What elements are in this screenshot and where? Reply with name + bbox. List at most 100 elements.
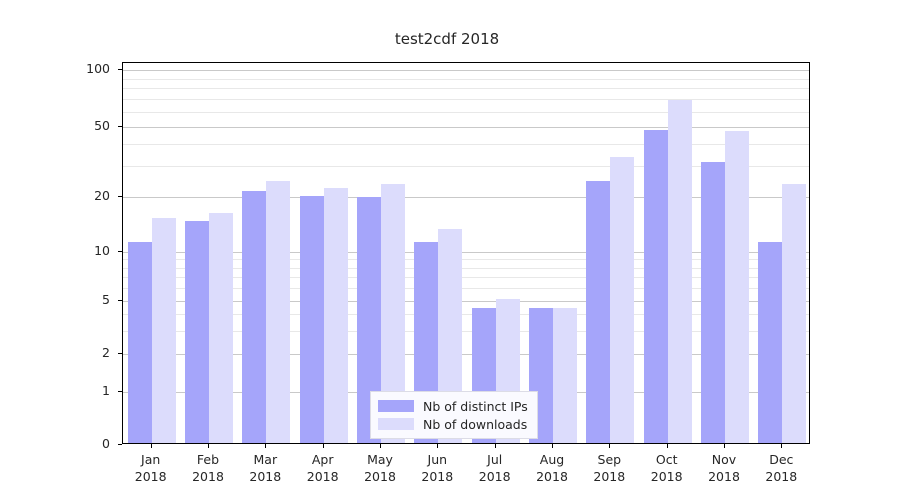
y-tick-mark xyxy=(118,69,122,70)
bar-nov-downloads xyxy=(725,131,749,443)
y-tick-mark xyxy=(118,196,122,197)
x-tick-year: 2018 xyxy=(134,469,167,484)
gridline-major xyxy=(123,252,809,253)
legend-label: Nb of distinct IPs xyxy=(423,398,528,414)
bar-dec-distinct-ips xyxy=(758,242,783,443)
bar-jan-downloads xyxy=(151,217,176,443)
gridline-minor xyxy=(123,313,809,315)
gridline-minor xyxy=(123,277,809,279)
x-tick-label: Jun 2018 xyxy=(402,451,472,485)
x-tick-mark xyxy=(322,444,324,448)
x-tick-label: Apr 2018 xyxy=(288,451,358,485)
x-tick-year: 2018 xyxy=(421,469,454,484)
x-tick-label: Dec 2018 xyxy=(746,451,816,485)
bar-jan-distinct-ips xyxy=(127,242,152,443)
x-tick-mark xyxy=(666,444,668,448)
x-tick-month: Apr xyxy=(311,452,334,467)
x-tick-label: Sep 2018 xyxy=(574,451,644,485)
gridline-major xyxy=(123,354,809,355)
x-tick-year: 2018 xyxy=(364,469,396,484)
x-tick-mark xyxy=(724,444,725,448)
x-tick-year: 2018 xyxy=(249,469,282,484)
gridline-minor xyxy=(123,330,809,332)
x-tick-year: 2018 xyxy=(593,469,626,484)
y-tick-label: 20 xyxy=(94,188,110,203)
y-tick-mark xyxy=(118,353,122,354)
x-tick-month: Nov xyxy=(711,452,737,467)
x-tick-month: Oct xyxy=(655,452,678,467)
x-tick-year: 2018 xyxy=(478,469,511,484)
gridline-major xyxy=(123,197,809,198)
x-tick-label: Mar 2018 xyxy=(230,451,300,485)
gridline-major xyxy=(123,301,809,302)
x-tick-label: Feb 2018 xyxy=(173,451,243,485)
x-tick-month: Feb xyxy=(196,452,220,467)
bar-nov-distinct-ips xyxy=(701,161,725,443)
bar-feb-downloads xyxy=(209,212,233,443)
x-tick-month: Mar xyxy=(253,452,278,467)
chart-legend: Nb of distinct IPs Nb of downloads xyxy=(370,391,538,439)
y-tick-mark xyxy=(118,126,122,127)
x-tick-label: Nov 2018 xyxy=(689,451,759,485)
y-tick-label: 50 xyxy=(94,118,110,133)
x-tick-mark xyxy=(150,444,152,448)
y-tick-mark xyxy=(118,444,122,445)
gridline-minor xyxy=(123,259,809,261)
x-tick-label: Oct 2018 xyxy=(632,451,702,485)
x-tick-month: Jul xyxy=(487,452,503,467)
legend-label: Nb of downloads xyxy=(423,416,528,432)
gridline-major xyxy=(123,70,809,71)
legend-item-distinct-ips: Nb of distinct IPs xyxy=(378,397,528,415)
x-tick-month: Aug xyxy=(539,452,565,467)
y-tick-mark xyxy=(118,251,122,252)
bar-mar-distinct-ips xyxy=(242,191,267,443)
x-tick-year: 2018 xyxy=(708,469,740,484)
bar-sep-distinct-ips xyxy=(586,181,611,443)
x-tick-label: May 2018 xyxy=(345,451,415,485)
x-tick-mark xyxy=(781,444,783,448)
x-tick-year: 2018 xyxy=(536,469,568,484)
gridline-major xyxy=(123,127,809,128)
gridline-minor xyxy=(123,88,809,90)
y-tick-label: 0 xyxy=(102,436,110,451)
x-tick-year: 2018 xyxy=(765,469,798,484)
bar-feb-distinct-ips xyxy=(185,220,209,443)
x-tick-mark xyxy=(609,444,611,448)
y-tick-label: 2 xyxy=(102,345,110,360)
bar-apr-downloads xyxy=(323,187,348,443)
bar-dec-downloads xyxy=(782,184,807,443)
y-tick-label: 10 xyxy=(94,243,110,258)
legend-swatch-icon xyxy=(378,418,414,430)
legend-item-downloads: Nb of downloads xyxy=(378,415,528,433)
y-tick-label: 100 xyxy=(86,61,110,76)
x-tick-year: 2018 xyxy=(306,469,339,484)
x-tick-mark xyxy=(494,444,496,448)
x-tick-mark xyxy=(208,444,209,448)
y-tick-label: 1 xyxy=(102,383,110,398)
x-tick-label: Aug 2018 xyxy=(517,451,587,485)
x-tick-month: Jun xyxy=(427,452,448,467)
gridline-minor xyxy=(123,99,809,101)
x-tick-mark xyxy=(552,444,553,448)
gridline-minor xyxy=(123,78,809,80)
x-tick-month: Jan xyxy=(141,452,161,467)
chart-title-text: test2cdf 2018 xyxy=(394,30,500,48)
x-tick-year: 2018 xyxy=(192,469,224,484)
bar-sep-downloads xyxy=(610,156,635,443)
bar-apr-distinct-ips xyxy=(299,195,324,443)
plot-area xyxy=(122,62,810,444)
x-tick-label: Jan 2018 xyxy=(116,451,186,485)
x-tick-year: 2018 xyxy=(650,469,683,484)
gridline-minor xyxy=(123,267,809,269)
x-tick-month: Dec xyxy=(769,452,794,467)
x-tick-month: May xyxy=(367,452,393,467)
gridline-minor xyxy=(123,112,809,113)
gridline-minor xyxy=(123,144,809,145)
bar-aug-downloads xyxy=(553,307,577,443)
x-tick-label: Jul 2018 xyxy=(460,451,530,485)
y-tick-mark xyxy=(118,300,122,301)
gridline-minor xyxy=(123,288,809,290)
bar-oct-distinct-ips xyxy=(643,129,668,443)
gridline-minor xyxy=(123,166,809,167)
bar-oct-downloads xyxy=(667,99,692,443)
